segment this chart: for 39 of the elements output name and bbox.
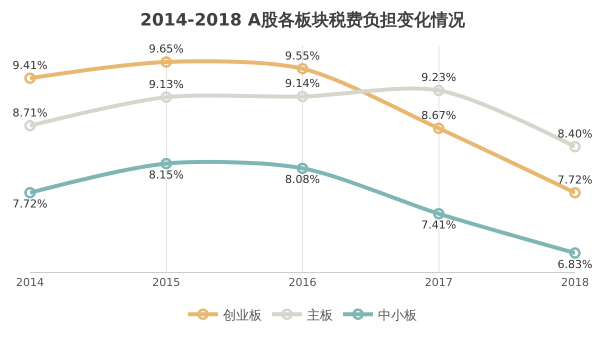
- x-tick-label: 2018: [561, 276, 589, 290]
- point: [569, 140, 581, 152]
- data-label: 7.72%: [12, 198, 48, 211]
- legend-label: 中小板: [378, 308, 417, 324]
- point: [160, 91, 172, 103]
- point: [433, 208, 444, 220]
- legend-label: 主板: [307, 307, 333, 324]
- data-label: 9.41%: [12, 58, 48, 72]
- data-label: 9.65%: [148, 42, 184, 56]
- data-label: 8.71%: [12, 106, 48, 120]
- point: [296, 90, 308, 102]
- data-label: 9.13%: [148, 78, 184, 91]
- data-label: 7.72%: [558, 173, 592, 186]
- chart-title: 2014-2018 A股各板块税费负担变化情况: [140, 10, 466, 31]
- data-label: 7.41%: [421, 218, 456, 232]
- legend-label: 创业板: [223, 308, 262, 324]
- point: [160, 158, 172, 170]
- data-label: 8.67%: [421, 108, 456, 122]
- point: [160, 56, 172, 68]
- point: [433, 122, 444, 134]
- point: [433, 84, 444, 96]
- data-label: 9.55%: [285, 49, 320, 62]
- data-label: 9.14%: [285, 77, 320, 90]
- x-tick-label: 2017: [424, 276, 453, 290]
- data-label: 8.15%: [148, 168, 184, 182]
- x-tick-label: 2014: [16, 276, 44, 290]
- point: [296, 162, 308, 174]
- data-label: 8.08%: [285, 173, 320, 186]
- point: [24, 186, 36, 198]
- data-label: 9.23%: [421, 71, 456, 84]
- x-tick-label: 2016: [288, 276, 316, 290]
- data-label: 6.83%: [558, 258, 592, 271]
- point: [569, 186, 581, 198]
- x-tick-label: 2015: [152, 276, 180, 290]
- point: [24, 72, 36, 84]
- point: [296, 62, 308, 74]
- point: [24, 120, 36, 132]
- data-label: 8.40%: [558, 127, 592, 140]
- point: [569, 247, 581, 259]
